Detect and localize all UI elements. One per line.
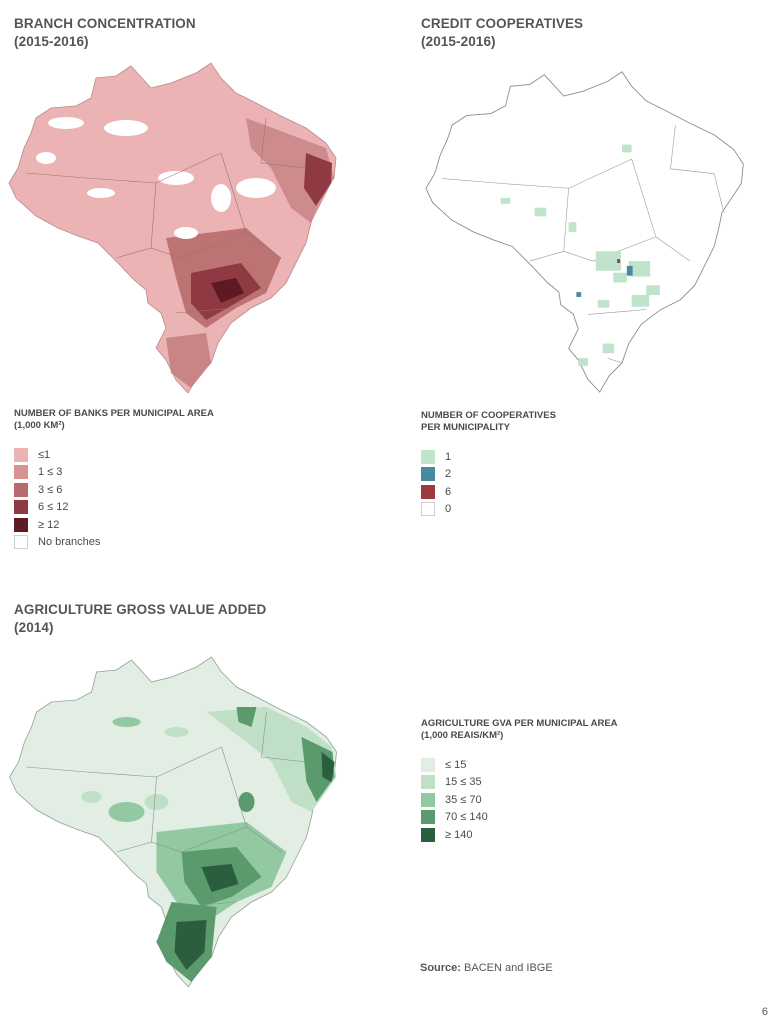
legend-label: 6 [445,485,452,498]
credit-cooperatives-map [425,71,744,393]
legend-swatch [421,775,435,790]
title-line: BRANCH CONCENTRATION [14,16,196,31]
agriculture-gva-map [9,656,337,987]
legend-swatch [14,447,28,462]
legend-label: ≤ 15 [445,758,467,771]
legend-item: 1 ≤ 3 [14,464,214,482]
legend-label: 35 ≤ 70 [445,793,482,806]
legend-title: NUMBER OF BANKS PER MUNICIPAL AREA (1,00… [14,408,214,432]
legend-item: 1 [421,448,556,466]
legend-title-line: AGRICULTURE GVA PER MUNICIPAL AREA [421,718,618,729]
legend-label: ≤1 [38,448,51,461]
legend-title: NUMBER OF COOPERATIVES PER MUNICIPALITY [421,410,556,434]
map-shading [81,707,337,982]
legend-item: No branches [14,534,214,552]
legend-label: 3 ≤ 6 [38,483,63,496]
title-line: AGRICULTURE GROSS VALUE ADDED [14,602,267,617]
title-year: (2015-2016) [421,34,496,49]
legend-label: 2 [445,468,452,481]
legend-swatch [421,827,435,842]
legend-item: 6 [421,483,556,501]
legend-title-line: NUMBER OF BANKS PER MUNICIPAL AREA [14,408,214,419]
legend-swatch [14,482,28,497]
legend-label: 1 [445,450,452,463]
source-label: Source: [420,962,461,974]
legend-swatch [421,810,435,825]
legend-swatch [421,502,435,517]
legend-swatch [14,500,28,515]
title-year: (2014) [14,620,54,635]
legend-swatch [421,484,435,499]
legend-swatch [421,467,435,482]
legend-swatch [421,449,435,464]
legend-title-unit: (1,000 REAIS/KM²) [421,730,504,741]
legend-swatch [14,535,28,550]
source-text: BACEN and IBGE [464,962,553,974]
legend-item: 35 ≤ 70 [421,791,618,809]
legend-label: ≥ 12 [38,518,60,531]
legend-label: 6 ≤ 12 [38,501,69,514]
map-title-agriculture: AGRICULTURE GROSS VALUE ADDED (2014) [14,601,266,637]
title-line: CREDIT COOPERATIVES [421,16,584,31]
legend-item: 3 ≤ 6 [14,481,214,499]
cooperative-markers [500,144,660,366]
page-number: 6 [761,1006,768,1018]
legend-item: ≥ 140 [421,826,618,844]
map-title-branch: BRANCH CONCENTRATION (2015-2016) [14,15,196,51]
legend-label: 70 ≤ 140 [445,811,488,824]
legend-item: 6 ≤ 12 [14,499,214,517]
legend-agriculture: AGRICULTURE GVA PER MUNICIPAL AREA (1,00… [421,718,618,844]
source-note: Source: BACEN and IBGE [420,962,553,974]
title-year: (2015-2016) [14,34,89,49]
legend-swatch [14,465,28,480]
legend-item: ≤ 15 [421,756,618,774]
legend-title: AGRICULTURE GVA PER MUNICIPAL AREA (1,00… [421,718,618,742]
map-shading [36,117,334,388]
legend-item: ≥ 12 [14,516,214,534]
legend-swatch [421,757,435,772]
legend-branch: NUMBER OF BANKS PER MUNICIPAL AREA (1,00… [14,408,214,551]
legend-title-line: NUMBER OF COOPERATIVES [421,410,556,421]
legend-label: No branches [38,536,101,549]
legend-label: 0 [445,503,452,516]
map-title-cooperatives: CREDIT COOPERATIVES (2015-2016) [421,15,583,51]
legend-swatch [421,792,435,807]
legend-title-unit: (1,000 KM²) [14,420,65,431]
legend-cooperatives: NUMBER OF COOPERATIVES PER MUNICIPALITY … [421,410,556,518]
legend-label: ≥ 140 [445,828,473,841]
legend-label: 1 ≤ 3 [38,466,63,479]
legend-item: 15 ≤ 35 [421,774,618,792]
legend-title-line2: PER MUNICIPALITY [421,422,511,433]
legend-item: 70 ≤ 140 [421,809,618,827]
legend-item: ≤1 [14,446,214,464]
legend-item: 2 [421,466,556,484]
legend-item: 0 [421,501,556,519]
legend-swatch [14,517,28,532]
branch-concentration-map [8,62,337,393]
legend-label: 15 ≤ 35 [445,776,482,789]
